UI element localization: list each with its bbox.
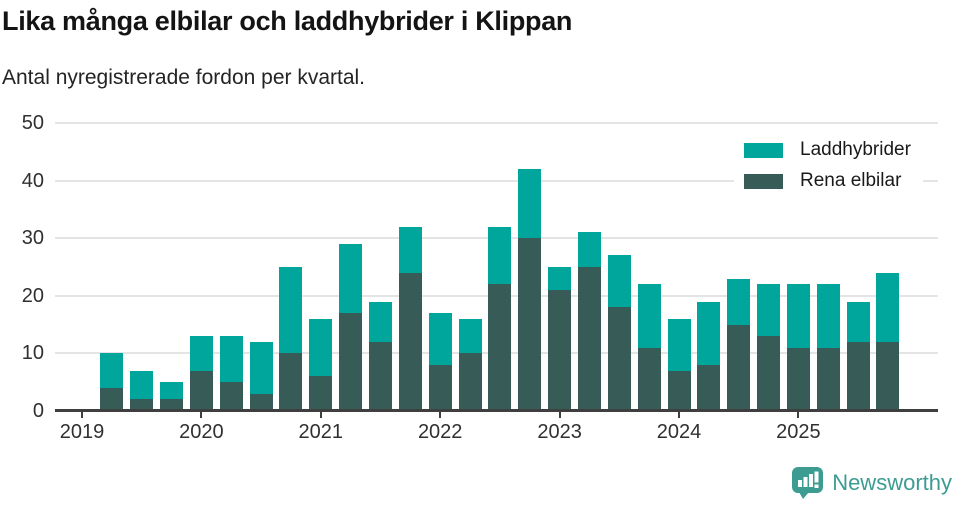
- x-axis-tick: [319, 411, 322, 418]
- legend-label: Laddhybrider: [800, 139, 911, 160]
- legend-item-laddhybrider: Laddhybrider: [744, 139, 911, 161]
- bar-2020-Q4-laddhybrider: [279, 267, 303, 354]
- bar-2023-Q4-rena-elbilar: [637, 347, 661, 411]
- bar-2023-Q1-rena-elbilar: [548, 290, 572, 411]
- brand-footer: Newsworthy: [791, 466, 952, 499]
- x-axis-label: 2019: [59, 421, 105, 443]
- bar-2025-Q1-rena-elbilar: [786, 347, 810, 411]
- bar-2024-Q2-rena-elbilar: [697, 364, 721, 411]
- gridline: [55, 122, 938, 124]
- newsworthy-logo-icon: [792, 467, 824, 499]
- x-axis-tick: [797, 411, 800, 418]
- y-axis-label: 10: [21, 342, 44, 365]
- bar-2024-Q2-laddhybrider: [697, 301, 721, 365]
- bar-2021-Q3-rena-elbilar: [369, 341, 392, 411]
- bar-2021-Q1-rena-elbilar: [309, 376, 333, 411]
- bar-2025-Q1-laddhybrider: [786, 284, 810, 348]
- bar-2020-Q1-laddhybrider: [189, 336, 213, 371]
- page-title: Lika många elbilar och laddhybrider i Kl…: [2, 6, 573, 36]
- bar-2020-Q2-laddhybrider: [219, 336, 243, 383]
- bar-2019-Q4-rena-elbilar: [160, 399, 184, 411]
- x-axis-label: 2020: [179, 421, 224, 443]
- y-axis-label: 30: [21, 227, 44, 250]
- bar-2022-Q2-rena-elbilar: [458, 353, 482, 411]
- bar-2020-Q1-rena-elbilar: [189, 370, 213, 411]
- bar-2021-Q2-laddhybrider: [339, 243, 363, 314]
- bar-2021-Q2-rena-elbilar: [339, 313, 363, 411]
- bar-2023-Q2-laddhybrider: [577, 232, 601, 267]
- bar-2023-Q2-rena-elbilar: [577, 267, 601, 411]
- bar-2023-Q3-rena-elbilar: [607, 307, 631, 411]
- bar-2023-Q1-laddhybrider: [548, 267, 572, 291]
- y-axis-label: 50: [21, 112, 44, 134]
- x-axis-label: 2025: [776, 421, 821, 443]
- bar-2021-Q1-laddhybrider: [309, 318, 333, 377]
- legend-item-rena-elbilar: Rena elbilar: [744, 170, 911, 192]
- bar-2025-Q4-rena-elbilar: [876, 341, 900, 411]
- bar-2022-Q2-laddhybrider: [458, 318, 482, 354]
- x-axis-tick: [558, 411, 561, 418]
- bar-2022-Q4-laddhybrider: [518, 169, 542, 239]
- bar-2022-Q3-rena-elbilar: [488, 284, 512, 411]
- bar-2019-Q3-laddhybrider: [130, 370, 154, 400]
- bar-2022-Q4-rena-elbilar: [518, 238, 542, 411]
- bar-2025-Q3-laddhybrider: [846, 301, 870, 342]
- bar-2023-Q3-laddhybrider: [607, 255, 631, 308]
- bar-2020-Q3-laddhybrider: [249, 341, 273, 394]
- bar-2020-Q4-rena-elbilar: [279, 353, 303, 411]
- bar-2025-Q4-laddhybrider: [876, 272, 900, 342]
- bar-2022-Q1-rena-elbilar: [428, 364, 452, 411]
- legend-swatch-laddhybrider: [744, 142, 783, 158]
- bar-2024-Q4-laddhybrider: [757, 284, 781, 337]
- page-subtitle: Antal nyregistrerade fordon per kvartal.: [2, 66, 366, 89]
- bar-2019-Q4-laddhybrider: [160, 382, 184, 400]
- bar-2021-Q4-rena-elbilar: [398, 272, 422, 411]
- bar-2021-Q4-laddhybrider: [398, 226, 422, 273]
- x-axis-label: 2021: [298, 421, 344, 443]
- bar-2024-Q4-rena-elbilar: [757, 336, 781, 411]
- bar-2025-Q3-rena-elbilar: [846, 341, 870, 411]
- x-axis-label: 2023: [537, 421, 582, 443]
- bar-2025-Q2-rena-elbilar: [816, 347, 840, 411]
- legend-swatch-rena-elbilar: [744, 173, 783, 189]
- bar-2020-Q2-rena-elbilar: [219, 382, 243, 411]
- x-axis-tick: [439, 411, 442, 418]
- brand-name: Newsworthy: [832, 469, 952, 495]
- gridline: [55, 179, 938, 182]
- x-axis-label: 2022: [417, 421, 463, 443]
- legend-label: Rena elbilar: [800, 170, 902, 191]
- bar-2019-Q3-rena-elbilar: [130, 399, 154, 411]
- bar-2020-Q3-rena-elbilar: [249, 393, 273, 411]
- bar-2025-Q2-laddhybrider: [816, 284, 840, 348]
- bar-2024-Q3-rena-elbilar: [727, 324, 751, 411]
- x-axis-tick: [678, 411, 680, 418]
- x-axis-tick: [81, 411, 83, 418]
- bar-2022-Q3-laddhybrider: [488, 226, 512, 285]
- y-axis-label: 0: [32, 400, 44, 422]
- legend: Laddhybrider Rena elbilar: [734, 133, 923, 198]
- bar-2022-Q1-laddhybrider: [428, 313, 452, 365]
- bar-2024-Q3-laddhybrider: [727, 278, 751, 325]
- x-axis-tick: [200, 411, 203, 418]
- bar-2024-Q1-rena-elbilar: [667, 370, 691, 411]
- bar-2024-Q1-laddhybrider: [667, 318, 691, 371]
- bar-2019-Q2-laddhybrider: [100, 353, 124, 388]
- bar-2019-Q2-rena-elbilar: [100, 387, 124, 411]
- x-axis-line: [55, 409, 938, 412]
- bar-2021-Q3-laddhybrider: [369, 301, 392, 342]
- y-axis-label: 40: [21, 169, 44, 192]
- bar-2023-Q4-laddhybrider: [637, 284, 661, 348]
- x-axis-label: 2024: [656, 421, 702, 443]
- y-axis-label: 20: [21, 284, 44, 307]
